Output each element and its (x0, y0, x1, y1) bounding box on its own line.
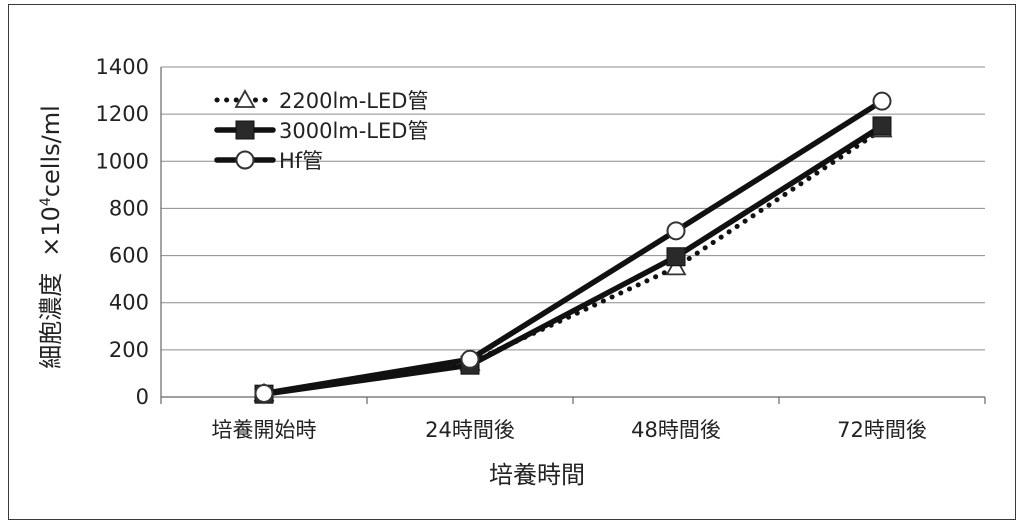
y-tick-label: 0 (136, 385, 149, 409)
legend-label: Hf管 (279, 149, 323, 173)
data-point-circle (254, 383, 274, 403)
x-tick-label: 24時間後 (425, 418, 515, 442)
gridlines (161, 66, 985, 351)
legend: 2200lm-LED管 3000lm-LED管 Hf管 (214, 89, 428, 173)
y-tick-label: 400 (109, 291, 149, 315)
data-point-circle (666, 221, 686, 241)
legend-label: 2200lm-LED管 (279, 89, 428, 113)
line-chart: 0 200 400 600 800 1000 1200 1400 培養開始時 24時間後 48時間… (37, 55, 986, 489)
x-tick-label: 72時間後 (837, 418, 927, 442)
y-axis-label-unit-sup: 4 (38, 197, 54, 206)
y-tick-label: 600 (109, 244, 149, 268)
data-point-circle (235, 150, 255, 170)
data-point-square (666, 247, 686, 267)
y-axis-label: 細胞濃度 ×104cells/ml (37, 105, 65, 369)
y-axis-label-unit-suffix: cells/ml (37, 105, 65, 197)
y-tick-labels: 0 200 400 600 800 1000 1200 1400 (96, 55, 149, 409)
data-point-triangle (665, 256, 687, 276)
data-point-circle (460, 349, 480, 369)
y-tick-label: 800 (109, 196, 149, 220)
series-group (253, 91, 893, 404)
data-point-square (235, 120, 255, 140)
legend-label: 3000lm-LED管 (279, 119, 428, 143)
x-tick-label: 48時間後 (631, 418, 721, 442)
x-tick-labels: 培養開始時 24時間後 48時間後 72時間後 (212, 418, 927, 442)
x-axis-label: 培養時間 (489, 461, 585, 489)
svg-text:細胞濃度×104cells/ml: 細胞濃度 ×104cells/ml (37, 105, 65, 369)
y-tick-label: 1200 (96, 102, 149, 126)
axes (160, 67, 986, 404)
y-axis-label-main: 細胞濃度 (37, 273, 65, 369)
y-axis-label-unit: ×10 (37, 206, 65, 257)
data-point-triangle (234, 89, 256, 108)
y-tick-label: 1000 (96, 149, 149, 173)
data-point-circle (872, 91, 892, 111)
y-tick-label: 200 (109, 338, 149, 362)
x-tick-label: 培養開始時 (212, 418, 317, 442)
series-line-1 (261, 123, 885, 397)
y-tick-label: 1400 (96, 55, 149, 79)
series-line-0 (261, 126, 885, 396)
data-point-square (872, 116, 892, 136)
chart-frame: 0 200 400 600 800 1000 1200 1400 培養開始時 24時間後 48時間… (8, 4, 1016, 520)
